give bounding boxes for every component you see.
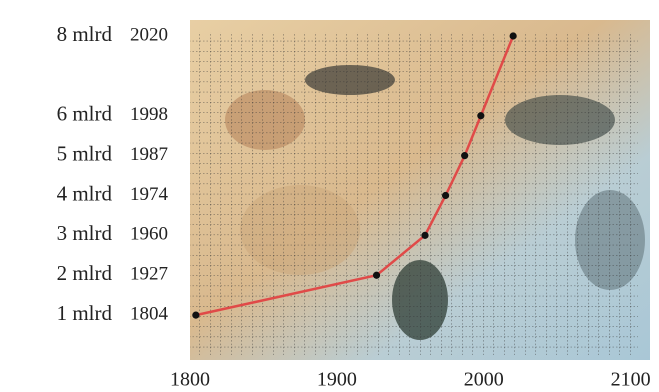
year-label: 1998 — [130, 104, 168, 125]
x-tick-label: 2000 — [464, 369, 504, 391]
data-point — [441, 191, 450, 200]
x-tick-label: 2100 — [611, 369, 651, 391]
year-label: 1927 — [130, 264, 168, 285]
year-label: 2020 — [130, 24, 168, 45]
data-point — [192, 311, 200, 319]
data-point — [477, 112, 485, 120]
value-label: 6 mlrd — [57, 102, 113, 126]
value-label: 1 mlrd — [57, 301, 113, 325]
data-point — [421, 231, 429, 239]
data-point — [372, 271, 381, 279]
data-point — [461, 152, 469, 160]
value-label: 5 mlrd — [57, 141, 113, 165]
value-label: 8 mlrd — [57, 22, 113, 46]
data-point — [509, 32, 517, 40]
year-label: 1987 — [130, 144, 168, 165]
value-label: 4 mlrd — [57, 181, 113, 205]
value-label: 3 mlrd — [57, 221, 113, 245]
background-photo — [190, 20, 650, 360]
value-label: 2 mlrd — [57, 261, 113, 285]
year-label: 1804 — [130, 303, 169, 324]
year-label: 1960 — [130, 224, 168, 245]
year-label: 1974 — [130, 184, 169, 205]
x-tick-label: 1800 — [170, 369, 210, 391]
x-tick-label: 1900 — [317, 369, 357, 391]
